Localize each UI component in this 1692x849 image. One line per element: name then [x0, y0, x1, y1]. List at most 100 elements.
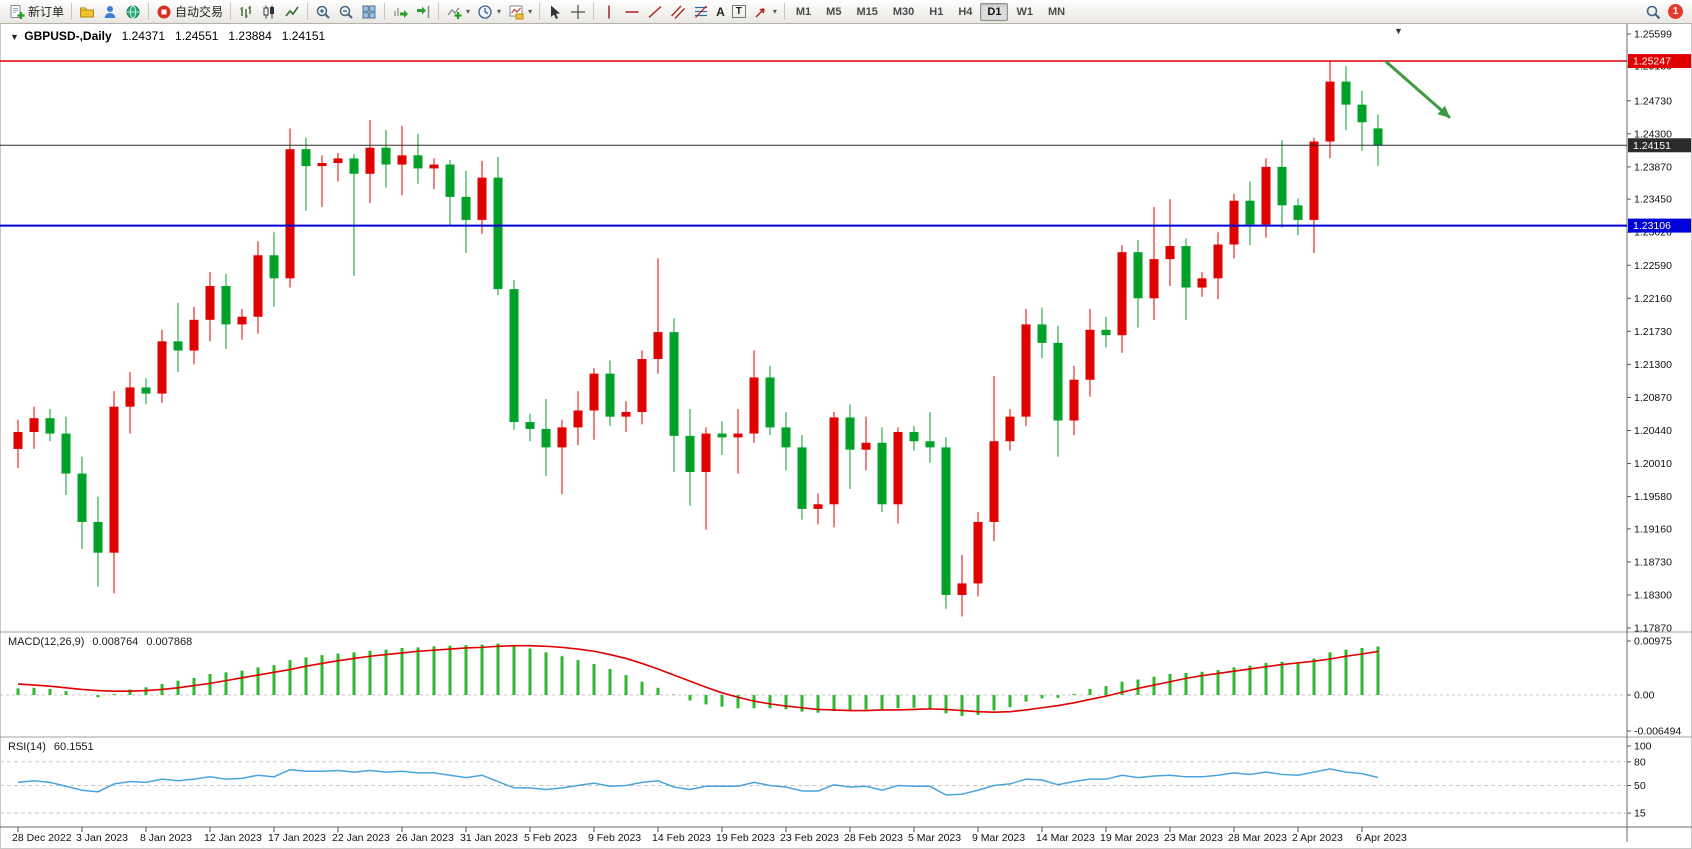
notifications-button[interactable]: 1 — [1665, 2, 1686, 22]
candle — [93, 521, 103, 553]
timeframe-m15-button[interactable]: M15 — [849, 3, 884, 21]
tile-windows-button[interactable] — [358, 2, 380, 22]
horizontal-line-icon — [625, 10, 639, 13]
macd-label: MACD(12,26,9) 0.008764 0.007868 — [8, 636, 192, 648]
timeframe-m30-button[interactable]: M30 — [886, 3, 921, 21]
candle — [653, 332, 663, 360]
rsi-value: 60.1551 — [53, 741, 94, 753]
chart-symbol-period: GBPUSD-,Daily — [24, 29, 112, 43]
candle — [733, 433, 743, 438]
timeframe-h1-button[interactable]: H1 — [922, 3, 950, 21]
crosshair-icon — [571, 4, 586, 19]
toolbar-separator — [539, 3, 541, 20]
auto-scroll-button[interactable] — [389, 2, 411, 22]
periods-button[interactable]: ▾ — [474, 2, 504, 22]
zoom-in-button[interactable] — [312, 2, 334, 22]
user-icon — [104, 5, 116, 18]
fibonacci-button[interactable] — [690, 2, 712, 22]
date-axis-label: 19 Mar 2023 — [1100, 832, 1159, 844]
timeframe-mn-button[interactable]: MN — [1041, 3, 1072, 21]
price-axis-label: 1.20440 — [1634, 425, 1672, 437]
zoom-out-icon — [339, 5, 353, 19]
candle — [573, 410, 583, 428]
candle — [1085, 329, 1095, 380]
crosshair-button[interactable] — [567, 2, 589, 22]
cursor-button[interactable] — [544, 2, 566, 22]
line-chart-button[interactable] — [281, 2, 303, 22]
trendline-icon — [648, 5, 662, 18]
oneclick-trading-toggle-icon[interactable]: ▼ — [10, 32, 19, 42]
horizontal-line-button[interactable] — [621, 2, 643, 22]
text-tool-button[interactable]: A — [713, 2, 728, 22]
toolbar-separator — [71, 3, 73, 20]
templates-icon — [509, 5, 524, 19]
price-axis-label: 1.18300 — [1634, 589, 1672, 601]
candle — [61, 433, 71, 474]
support-line-price-tag-label: 1.23106 — [1633, 220, 1671, 232]
candle — [1197, 278, 1207, 288]
trendline-button[interactable] — [644, 2, 666, 22]
candle — [1005, 416, 1015, 442]
candle — [989, 441, 999, 522]
arrow-tool-icon — [755, 7, 765, 18]
indicators-button[interactable]: ▾ — [443, 2, 473, 22]
price-axis-label: 1.21730 — [1634, 326, 1672, 338]
candle — [717, 433, 727, 438]
candle — [429, 164, 439, 169]
trend-arrow[interactable] — [1385, 60, 1451, 119]
rsi-label: RSI(14) 60.1551 — [8, 741, 94, 753]
candle — [973, 521, 983, 584]
community-button[interactable] — [99, 2, 121, 22]
timeframe-d1-button[interactable]: D1 — [980, 2, 1009, 21]
candle — [685, 435, 695, 472]
channel-button[interactable] — [667, 2, 689, 22]
market-button[interactable] — [122, 2, 144, 22]
new-order-button[interactable]: 新订单 — [6, 2, 67, 22]
date-axis-label: 23 Feb 2023 — [780, 832, 839, 844]
date-axis-label: 28 Mar 2023 — [1228, 832, 1287, 844]
zoom-out-button[interactable] — [335, 2, 357, 22]
current-price-line-price-tag — [1628, 138, 1691, 153]
chart-shift-marker-icon[interactable]: ▼ — [1394, 26, 1403, 36]
text-label-button[interactable]: T — [729, 2, 749, 22]
arrows-tool-button[interactable]: ▾ — [750, 2, 780, 22]
search-button[interactable] — [1642, 2, 1664, 22]
templates-button[interactable]: ▾ — [505, 2, 535, 22]
candle — [925, 441, 935, 448]
price-axis-label: 1.19160 — [1634, 523, 1672, 535]
bar-chart-button[interactable] — [235, 2, 257, 22]
trend-arrow-head — [1437, 105, 1450, 118]
notification-badge: 1 — [1668, 4, 1683, 19]
ohlc-close: 1.24151 — [281, 29, 326, 43]
price-axis-label: 1.22590 — [1634, 260, 1672, 272]
indicators-icon — [447, 7, 462, 19]
candlestick-chart-button[interactable] — [258, 2, 280, 22]
date-axis-label: 12 Jan 2023 — [204, 832, 262, 844]
macd-axis-label: -0.006494 — [1634, 726, 1681, 738]
candle — [317, 163, 327, 167]
chart-title: ▼ GBPUSD-,Daily 1.24371 1.24551 1.23884 … — [10, 29, 325, 43]
vertical-line-button[interactable] — [598, 2, 620, 22]
candle — [29, 418, 39, 433]
bar-chart-icon — [240, 5, 251, 18]
timeframe-m1-button[interactable]: M1 — [789, 3, 818, 21]
date-axis-label: 31 Jan 2023 — [460, 832, 518, 844]
candle — [1037, 324, 1047, 343]
chart-shift-button[interactable] — [412, 2, 434, 22]
candle — [333, 158, 343, 164]
metaeditor-button[interactable] — [76, 2, 98, 22]
candle — [589, 373, 599, 411]
candle — [877, 442, 887, 505]
text-tool-icon: A — [716, 4, 725, 19]
date-axis-label: 26 Jan 2023 — [396, 832, 454, 844]
toolbar-separator — [438, 3, 440, 20]
dropdown-caret-icon: ▾ — [772, 7, 777, 16]
timeframe-w1-button[interactable]: W1 — [1009, 3, 1040, 21]
timeframe-m5-button[interactable]: M5 — [819, 3, 848, 21]
candle — [77, 473, 87, 522]
autotrading-button[interactable]: 自动交易 — [153, 2, 226, 22]
timeframe-h4-button[interactable]: H4 — [951, 3, 979, 21]
candle — [413, 155, 423, 169]
price-axis-label: 1.22160 — [1634, 293, 1672, 305]
